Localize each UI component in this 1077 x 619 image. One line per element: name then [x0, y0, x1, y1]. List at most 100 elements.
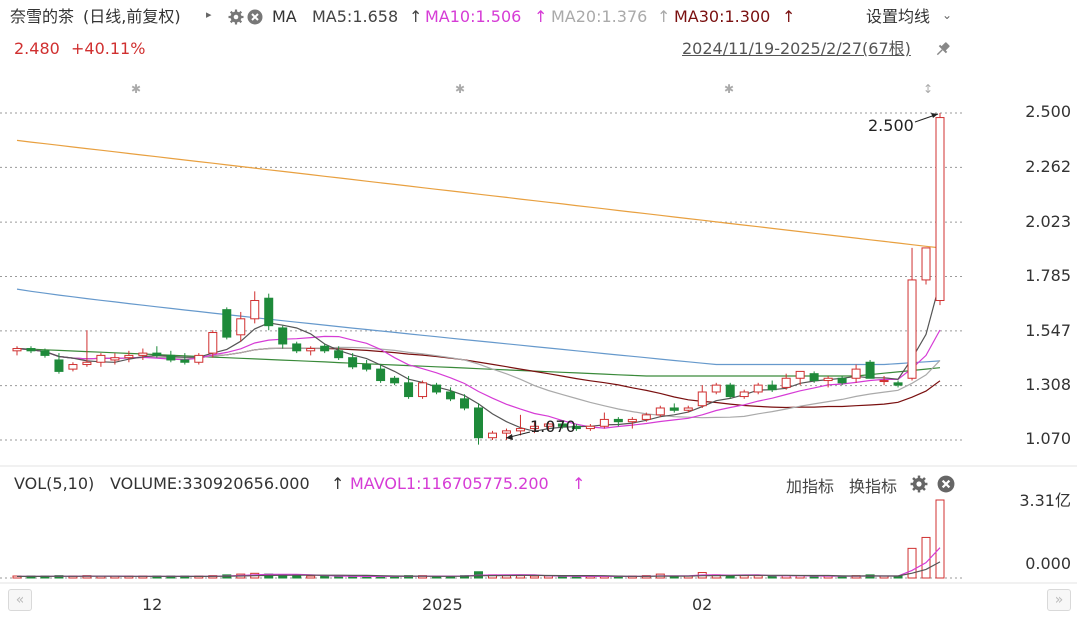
candle-body: [208, 332, 218, 354]
price-tick: 2.262: [1025, 157, 1071, 176]
candle-body: [935, 117, 945, 302]
candle-body: [362, 364, 372, 370]
candle-body: [767, 384, 777, 391]
candle-body: [404, 382, 414, 398]
candle-body: [124, 354, 134, 359]
ma10-arrow: ↑: [534, 7, 548, 26]
candle-body: [348, 357, 358, 368]
candle-body: [529, 425, 539, 430]
ma-lines: [16, 139, 941, 432]
low-annotation: 1.070: [530, 417, 576, 436]
volume-bar: [306, 575, 316, 579]
candle-body: [823, 377, 833, 382]
candle-body: [585, 425, 595, 430]
price-tick: 1.547: [1025, 321, 1071, 340]
volume-bar: [753, 575, 763, 579]
ma30-label: MA30:1.300: [674, 7, 771, 26]
candle-body: [515, 428, 525, 432]
volume-bar: [921, 536, 931, 579]
candle-body: [865, 361, 875, 379]
volume-bars: [12, 499, 945, 579]
candle-body: [82, 361, 92, 366]
candle-body: [12, 348, 22, 352]
ma5-arrow: ↑: [409, 7, 423, 26]
candle-body: [460, 398, 470, 409]
chevron-down-icon[interactable]: ⌄: [942, 8, 953, 22]
candle-body: [641, 414, 651, 420]
candle-body: [138, 352, 148, 356]
period-label[interactable]: (日线,前复权): [83, 7, 181, 26]
gear-icon[interactable]: [228, 9, 244, 29]
volume-bar: [320, 575, 330, 579]
resize-handle-icon: ↕: [923, 82, 933, 96]
scroll-left-button[interactable]: «: [8, 589, 32, 611]
x-tick-2025: 2025: [422, 595, 463, 614]
candle-body: [669, 407, 679, 411]
candle-body: [446, 391, 456, 400]
price-tick: 2.023: [1025, 212, 1071, 231]
volume-bar: [529, 575, 539, 579]
vol-gear-icon[interactable]: [910, 475, 928, 497]
date-range[interactable]: 2024/11/19-2025/2/27(67根): [682, 39, 911, 58]
high-annotation: 2.500: [868, 116, 914, 135]
ma20-arrow: ↑: [657, 7, 671, 26]
volume-bar: [907, 547, 917, 579]
gap-marker-icon: ✱: [724, 82, 734, 96]
switch-indicator-button[interactable]: 换指标: [849, 477, 898, 496]
candle-body: [194, 354, 204, 363]
volume-arrow: ↑: [331, 474, 345, 493]
high-arrowhead-icon: [931, 113, 938, 118]
candle-body: [152, 352, 162, 356]
candle-body: [250, 300, 260, 320]
candle-body: [487, 432, 497, 439]
mavol10-line: [17, 561, 941, 578]
price-tick: 1.785: [1025, 266, 1071, 285]
candle-body: [557, 423, 567, 427]
candle-body: [306, 348, 316, 352]
expand-triangle-icon[interactable]: ▸: [206, 8, 212, 21]
vol-close-icon[interactable]: [937, 475, 955, 497]
candle-body: [683, 407, 693, 411]
x-tick-dec: 12: [142, 595, 163, 614]
low-arrowhead-icon: [506, 434, 513, 440]
candle-body: [711, 384, 721, 393]
candle-body: [40, 350, 50, 356]
price-tick: 1.308: [1025, 375, 1071, 394]
ma5-label: MA5:1.658: [312, 7, 399, 26]
candle-body: [753, 384, 763, 393]
settings-ma-button[interactable]: 设置均线: [866, 7, 931, 26]
candle-body: [334, 350, 344, 359]
ma10-label: MA10:1.506: [425, 7, 522, 26]
candle-body: [893, 382, 903, 386]
ma30-arrow: ↑: [782, 7, 796, 26]
candle-body: [418, 382, 428, 398]
candle-body: [222, 309, 232, 338]
gap-marker-icon: ✱: [131, 82, 141, 96]
candle-body: [697, 391, 707, 407]
scroll-right-button[interactable]: »: [1047, 589, 1071, 611]
change-percent: +40.11%: [71, 39, 146, 58]
add-indicator-button[interactable]: 加指标: [786, 477, 835, 496]
mavol1-value: MAVOL1:116705775.200: [350, 474, 549, 493]
candle-body: [68, 364, 78, 370]
pin-icon[interactable]: [934, 40, 952, 62]
candle-body: [390, 377, 400, 384]
ma-long-2-line: [16, 288, 941, 366]
x-tick-feb: 02: [692, 595, 713, 614]
candle-body: [599, 418, 609, 427]
volume-bar: [935, 499, 945, 579]
candle-body: [809, 373, 819, 382]
candle-body: [292, 343, 302, 352]
candle-body: [264, 297, 274, 327]
ma20-label: MA20:1.376: [551, 7, 648, 26]
volume-max-tick: 3.31亿: [1019, 491, 1071, 510]
candles: [12, 113, 945, 445]
candle-body: [501, 430, 511, 434]
price-tick: 1.070: [1025, 429, 1071, 448]
candle-body: [96, 354, 106, 363]
candle-body: [236, 318, 246, 336]
candle-body: [571, 425, 581, 430]
close-icon[interactable]: [247, 9, 263, 29]
candle-body: [921, 247, 931, 281]
